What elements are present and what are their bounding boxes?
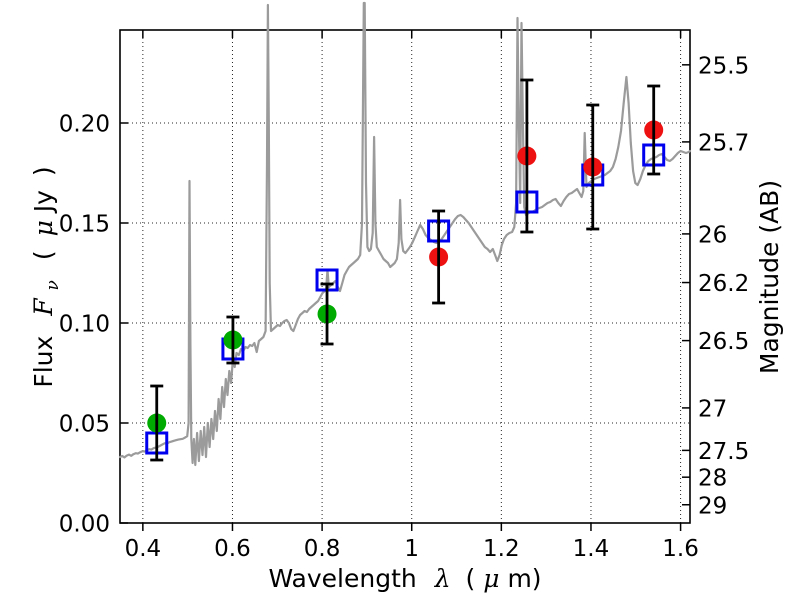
- x-axis-label: Wavelength λ ( μ m): [268, 564, 541, 593]
- x-tick-label: 0.6: [214, 536, 251, 562]
- y-tick-label-magnitude: 29: [698, 493, 727, 519]
- y-tick-label-magnitude: 27.5: [698, 439, 749, 465]
- axis-ticks: [120, 30, 690, 531]
- x-tick-label: 1.4: [573, 536, 610, 562]
- x-tick-label: 1.2: [483, 536, 520, 562]
- x-tick-label: 1: [404, 536, 419, 562]
- x-tick-label: 0.8: [304, 536, 341, 562]
- y-tick-label-magnitude: 26.5: [698, 329, 749, 355]
- y-tick-label-magnitude: 25.7: [698, 130, 749, 156]
- plot-frame: [119, 29, 691, 524]
- y-tick-label-flux: 0.15: [59, 212, 110, 238]
- y-tick-label-flux: 0.10: [59, 312, 110, 338]
- y-tick-label-magnitude: 28: [698, 466, 727, 492]
- y-axis-label-right: Magnitude (AB): [755, 180, 784, 374]
- y-axis-label-left: Flux F ν ( μ Jy ): [29, 166, 64, 387]
- error-bars-layer: [150, 78, 661, 462]
- x-tick-label: 1.6: [662, 536, 699, 562]
- y-tick-label-magnitude: 26: [698, 222, 727, 248]
- tick-labels: 0.4 0.6 0.8 1 1.2 1.4 1.6 0.00 0.05 0.10 0.15 0.20 2…: [59, 53, 749, 562]
- y-tick-label-magnitude: 26.2: [698, 271, 749, 297]
- x-tick-label: 0.4: [125, 536, 162, 562]
- model-spectrum-line: [118, 1, 692, 467]
- y-tick-label-flux: 0.20: [59, 112, 110, 138]
- y-tick-label-magnitude: 27: [698, 396, 727, 422]
- gridlines: [120, 30, 690, 523]
- spectrum-line-layer: [118, 1, 692, 467]
- y-tick-label-magnitude: 25.5: [698, 53, 749, 79]
- y-tick-label-flux: 0.05: [59, 412, 110, 438]
- y-tick-label-flux: 0.00: [59, 512, 110, 538]
